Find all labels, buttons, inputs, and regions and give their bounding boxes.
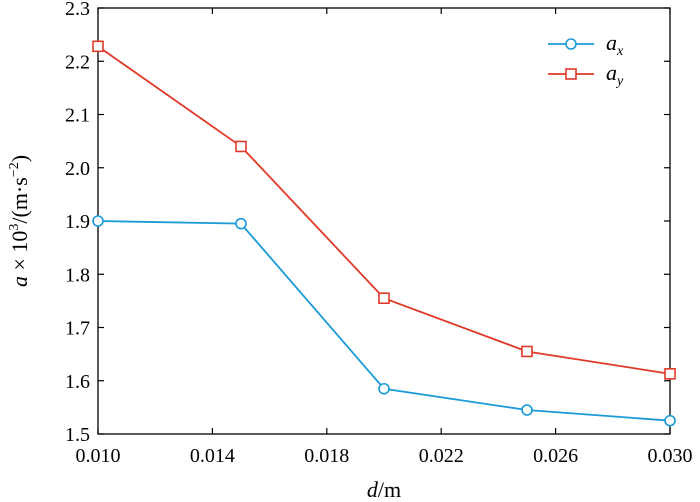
series-a-y bbox=[92, 40, 676, 380]
data-point bbox=[235, 140, 247, 153]
axes: 1.5 1.6 1.7 1.8 1.9 2.0 2.1 2.2 2.3 0.010 0.014 0.0… bbox=[7, 0, 693, 502]
legend-label-main: a bbox=[606, 30, 617, 55]
y-tick-label: 2.1 bbox=[65, 105, 90, 127]
y-axis-label: a × 103/(m·s−2) bbox=[7, 155, 32, 287]
legend-label: ay bbox=[606, 60, 624, 89]
legend-label-sub: x bbox=[616, 44, 624, 59]
legend-label-main: a bbox=[606, 60, 617, 85]
x-axis-label: d/m bbox=[367, 477, 401, 502]
x-tick-label: 0.014 bbox=[190, 445, 235, 467]
data-point bbox=[92, 215, 104, 227]
y-tick-label: 1.7 bbox=[65, 318, 90, 340]
y-axis-label-unit-exp: −2 bbox=[7, 162, 22, 177]
legend-label-sub: y bbox=[615, 74, 624, 89]
x-tick-label: 0.018 bbox=[304, 445, 349, 467]
legend-item: ax bbox=[548, 30, 624, 59]
y-tick-label: 2.2 bbox=[65, 51, 90, 73]
series-line bbox=[97, 45, 671, 375]
series-layer bbox=[92, 40, 676, 427]
data-point bbox=[378, 292, 390, 305]
y-tick-label: 1.6 bbox=[65, 371, 90, 393]
series-a-x bbox=[92, 215, 676, 427]
data-point bbox=[235, 217, 247, 230]
y-tick-label: 2.3 bbox=[65, 0, 90, 20]
plot-frame bbox=[97, 7, 671, 435]
y-tick-label: 1.5 bbox=[65, 424, 90, 446]
legend-marker bbox=[565, 38, 577, 50]
data-point bbox=[521, 404, 533, 416]
data-point bbox=[378, 382, 390, 395]
x-tick-label: 0.010 bbox=[76, 445, 121, 467]
data-point bbox=[664, 368, 676, 380]
data-point bbox=[664, 414, 676, 427]
y-tick-label: 1.9 bbox=[65, 211, 90, 233]
data-point bbox=[521, 345, 533, 358]
y-axis-label-times: × 10 bbox=[7, 231, 32, 276]
legend-item: ay bbox=[548, 60, 624, 89]
x-axis-label-var: d bbox=[367, 477, 379, 502]
y-tick-label: 2.0 bbox=[65, 158, 90, 180]
legend-label: ax bbox=[606, 30, 624, 59]
y-axis-label-var: a bbox=[7, 276, 32, 287]
y-axis-label-exp: 3 bbox=[7, 224, 22, 231]
x-tick-label: 0.030 bbox=[648, 445, 693, 467]
y-axis-label-close: ) bbox=[7, 155, 32, 162]
x-tick-label: 0.026 bbox=[533, 445, 578, 467]
y-axis-label-unit: /(m·s bbox=[7, 177, 32, 223]
x-axis-label-unit: /m bbox=[378, 477, 401, 502]
legend-marker bbox=[565, 68, 577, 80]
x-tick-label: 0.022 bbox=[419, 445, 464, 467]
data-point bbox=[92, 40, 104, 53]
y-tick-label: 1.8 bbox=[65, 264, 90, 286]
